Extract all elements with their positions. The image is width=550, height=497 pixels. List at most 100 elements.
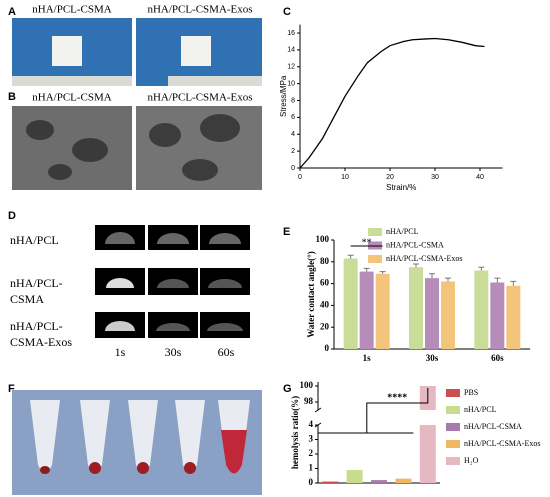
- y-tick-label: 0: [309, 477, 314, 487]
- error-bar: [429, 273, 435, 279]
- bar: [343, 258, 358, 349]
- error-bar: [347, 254, 354, 259]
- bar: [375, 273, 390, 349]
- x-tick-label: 0: [298, 174, 302, 181]
- panel-label: A: [8, 6, 16, 18]
- x-tick-label: 40: [476, 174, 484, 181]
- x-axis-label: Strain/%: [386, 183, 416, 192]
- y-tick-label: 12: [287, 64, 295, 71]
- panel-label: E: [283, 226, 290, 238]
- bar: [359, 271, 374, 349]
- bar: [441, 281, 455, 349]
- y-tick-label: 20: [320, 321, 330, 331]
- line: [299, 37, 485, 169]
- time-label: 1s: [115, 345, 126, 359]
- y-tick-label: 80: [320, 256, 330, 266]
- legend-swatch: [446, 457, 460, 465]
- y-tick-label: 100: [300, 380, 314, 390]
- bar: [506, 285, 521, 349]
- panel-label: C: [283, 6, 291, 18]
- y-tick-label: 0: [291, 165, 295, 172]
- y-tick-label: 4: [309, 419, 314, 429]
- panel-label: B: [8, 91, 16, 103]
- row-label: nHA/PCL-CSMA: [10, 276, 63, 306]
- panel-label: G: [283, 383, 292, 395]
- scaffold: [181, 36, 211, 66]
- y-tick-label: 16: [287, 30, 295, 37]
- y-tick-label: 2: [309, 448, 314, 458]
- error-bar: [445, 277, 451, 282]
- y-tick-label: 2: [291, 148, 295, 155]
- bar: [395, 478, 412, 483]
- y-tick-label: 1: [309, 463, 314, 473]
- y-tick-label: 98: [304, 396, 314, 406]
- y-axis-label: Stress/MPa: [279, 75, 288, 117]
- legend-label: nHA/PCL-CSMA-Exos: [386, 254, 462, 263]
- pore: [149, 123, 181, 147]
- bar: [490, 282, 505, 349]
- pore: [182, 159, 218, 181]
- legend-label: PBS: [464, 388, 478, 397]
- legend-label: nHA/PCL: [464, 405, 497, 414]
- legend-swatch: [368, 228, 382, 236]
- time-label: 30s: [165, 345, 182, 359]
- row-label: nHA/PCL-CSMA-Exos: [10, 319, 73, 349]
- legend-swatch: [368, 255, 382, 263]
- bar: [346, 469, 363, 483]
- y-tick-label: 100: [316, 234, 330, 244]
- photo-title: nHA/PCL-CSMA-Exos: [147, 4, 252, 16]
- error-bar: [413, 263, 419, 268]
- y-axis-label: hemolysis ratio(%): [290, 396, 300, 469]
- x-tick-label: 30s: [426, 353, 439, 363]
- bar: [474, 270, 489, 349]
- legend-swatch: [446, 423, 460, 431]
- bar: [419, 425, 436, 483]
- bar: [371, 480, 387, 483]
- x-tick-label: 10: [341, 174, 349, 181]
- pore: [72, 138, 108, 162]
- scaffold: [52, 36, 82, 66]
- error-bar: [510, 280, 517, 286]
- bar: [322, 481, 339, 483]
- error-bar: [363, 267, 370, 272]
- bar: [425, 278, 439, 349]
- photo-title: nHA/PCL-CSMA: [32, 4, 112, 16]
- pore: [48, 164, 72, 180]
- bar: [409, 267, 423, 349]
- legend-label: H₂O: [464, 456, 479, 465]
- legend-swatch: [446, 440, 460, 448]
- significance-label: **: [362, 237, 372, 248]
- x-tick-label: 60s: [491, 353, 504, 363]
- y-axis-label: Water contact angle(°): [306, 251, 316, 337]
- break-mark: [314, 407, 322, 413]
- x-tick-label: 20: [386, 174, 394, 181]
- pore: [26, 120, 54, 140]
- ruler: [12, 76, 132, 86]
- y-tick-label: 40: [320, 299, 330, 309]
- y-tick-label: 3: [309, 434, 314, 444]
- photo-title: nHA/PCL-CSMA-Exos: [147, 92, 252, 104]
- legend-swatch: [446, 406, 460, 414]
- error-bar: [379, 271, 386, 274]
- legend-label: nHA/PCL-CSMA-Exos: [464, 439, 540, 448]
- panel-label: D: [8, 210, 16, 222]
- significance-label: ****: [387, 392, 407, 403]
- tube-photo: [12, 390, 262, 495]
- sem-image: [12, 106, 132, 190]
- legend-label: nHA/PCL: [386, 227, 419, 236]
- error-bar: [478, 266, 485, 271]
- y-tick-label: 0: [325, 343, 330, 353]
- y-tick-label: 14: [287, 47, 295, 54]
- y-tick-label: 6: [291, 114, 295, 121]
- pore: [200, 114, 240, 142]
- y-tick-label: 60: [320, 278, 330, 288]
- droplet-images: [95, 225, 250, 338]
- y-tick-label: 4: [291, 131, 295, 138]
- row-label: nHA/PCL: [10, 233, 59, 247]
- y-tick-label: 8: [291, 97, 295, 104]
- legend-label: nHA/PCL-CSMA: [464, 422, 522, 431]
- ruler: [168, 76, 262, 86]
- x-tick-label: 30: [431, 174, 439, 181]
